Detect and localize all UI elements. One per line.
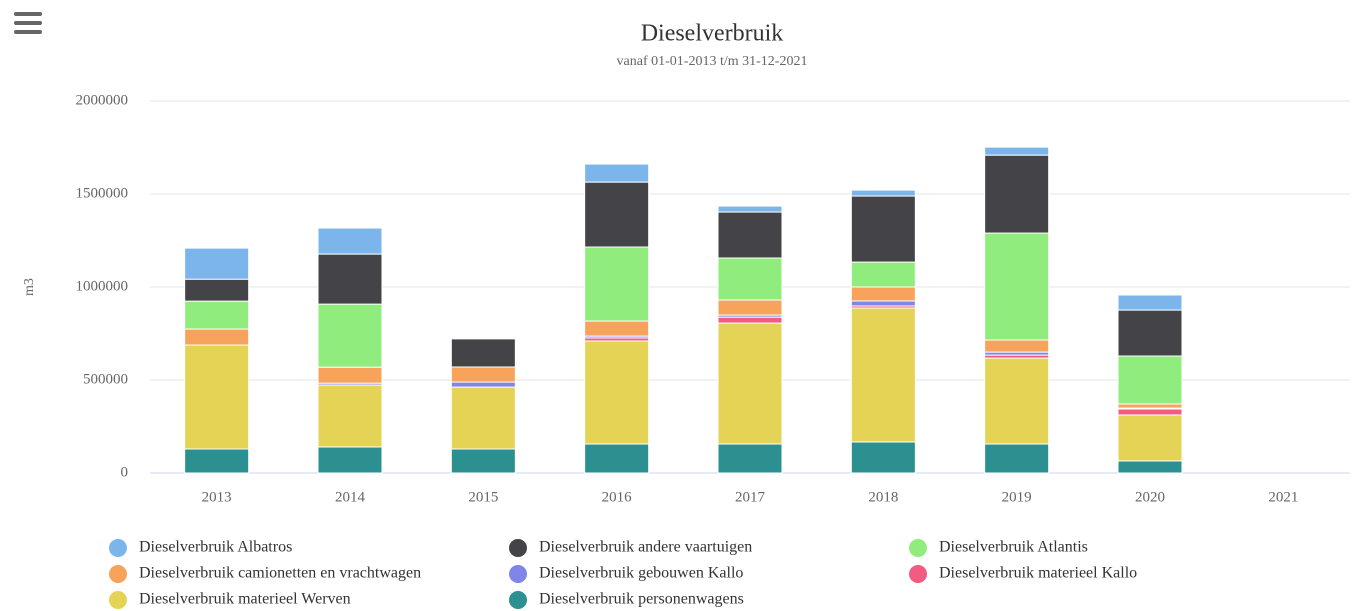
bar-segment <box>450 338 516 368</box>
x-tick-label: 2017 <box>735 489 766 505</box>
y-tick-label: 0 <box>121 464 129 480</box>
bar-segment <box>1117 309 1183 357</box>
legend-marker <box>909 565 927 583</box>
bar-segment <box>317 446 383 474</box>
legend-label: Dieselverbruik materieel Kallo <box>939 565 1137 582</box>
bar-segment <box>317 303 383 368</box>
legend-label: Dieselverbruik materieel Werven <box>139 591 351 608</box>
bar-segment <box>584 163 650 183</box>
bar-segment <box>717 205 783 213</box>
bar-segment <box>184 328 250 346</box>
bar-segment <box>450 381 516 388</box>
bar-segment <box>1117 414 1183 462</box>
bar-segment <box>850 286 916 302</box>
bar-segment <box>1117 355 1183 405</box>
x-tick-label: 2018 <box>868 489 898 505</box>
x-tick-label: 2013 <box>202 489 232 505</box>
chart-title: Dieselverbruik <box>641 21 784 47</box>
legend-marker <box>509 591 527 609</box>
legend-marker <box>909 539 927 557</box>
bar-segment <box>850 441 916 474</box>
bar-segment <box>317 384 383 448</box>
bar-segment <box>584 181 650 248</box>
bar-segment <box>184 278 250 302</box>
bar-segment <box>184 247 250 280</box>
bar-segment <box>584 320 650 337</box>
bar-segment <box>1117 408 1183 416</box>
bar-segment <box>984 146 1050 156</box>
bar-segment <box>317 366 383 384</box>
bar-segment <box>584 340 650 445</box>
bar-segment <box>984 154 1050 234</box>
bar-segment <box>717 316 783 324</box>
bar-segment <box>717 322 783 445</box>
legend-marker <box>109 539 127 557</box>
chart-subtitle: vanaf 01-01-2013 t/m 31-12-2021 <box>617 54 808 69</box>
legend-label: Dieselverbruik personenwagens <box>539 591 744 608</box>
x-tick-label: 2015 <box>468 489 498 505</box>
legend-marker <box>109 565 127 583</box>
bar-segment <box>984 232 1050 341</box>
y-tick-label: 1500000 <box>76 185 129 201</box>
bar-segment <box>717 257 783 301</box>
x-tick-label: 2019 <box>1002 489 1032 505</box>
y-tick-label: 500000 <box>83 371 128 387</box>
bar-segment <box>850 261 916 288</box>
bar-segment <box>584 246 650 322</box>
y-tick-label: 2000000 <box>76 92 129 108</box>
bar-segment <box>850 307 916 443</box>
bar-segment <box>184 300 250 330</box>
bar-segment <box>317 253 383 305</box>
bar-segment <box>1117 294 1183 311</box>
bar-segment <box>1117 403 1183 409</box>
legend-label: Dieselverbruik camionetten en vrachtwage… <box>139 565 421 582</box>
legend-label: Dieselverbruik gebouwen Kallo <box>539 565 743 582</box>
legend-label: Dieselverbruik Atlantis <box>939 539 1088 556</box>
menu-bar <box>14 12 42 16</box>
bar-segment <box>717 299 783 316</box>
y-axis-title: m3 <box>22 278 37 296</box>
bar-segment <box>1117 460 1183 474</box>
bar-segment <box>850 300 916 307</box>
bar-segment <box>717 443 783 474</box>
x-tick-label: 2021 <box>1268 489 1298 505</box>
legend-marker <box>509 539 527 557</box>
bar-segment <box>717 211 783 259</box>
bar-segment <box>184 448 250 474</box>
x-tick-label: 2016 <box>602 489 633 505</box>
menu-bar <box>14 30 42 34</box>
x-tick-label: 2014 <box>335 489 366 505</box>
y-tick-label: 1000000 <box>76 278 129 294</box>
bar-segment <box>850 195 916 263</box>
bar-segment <box>184 344 250 450</box>
legend-label: Dieselverbruik andere vaartuigen <box>539 539 752 556</box>
menu-button[interactable] <box>14 12 42 34</box>
bar-segment <box>984 357 1050 445</box>
legend-marker <box>109 591 127 609</box>
x-tick-label: 2020 <box>1135 489 1165 505</box>
bar-segment <box>450 366 516 383</box>
bar-segment <box>984 443 1050 474</box>
bar-segment <box>850 189 916 197</box>
bar-segment <box>584 443 650 474</box>
menu-bar <box>14 21 42 25</box>
legend-marker <box>509 565 527 583</box>
bar-segment <box>450 448 516 474</box>
bar-segment <box>984 339 1050 353</box>
bar-segment <box>317 227 383 255</box>
bar-segment <box>450 386 516 450</box>
legend-label: Dieselverbruik Albatros <box>139 539 292 556</box>
